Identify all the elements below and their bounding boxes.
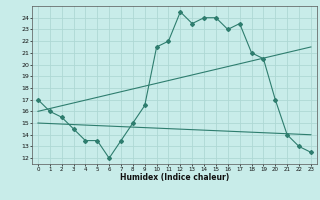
X-axis label: Humidex (Indice chaleur): Humidex (Indice chaleur) [120, 173, 229, 182]
